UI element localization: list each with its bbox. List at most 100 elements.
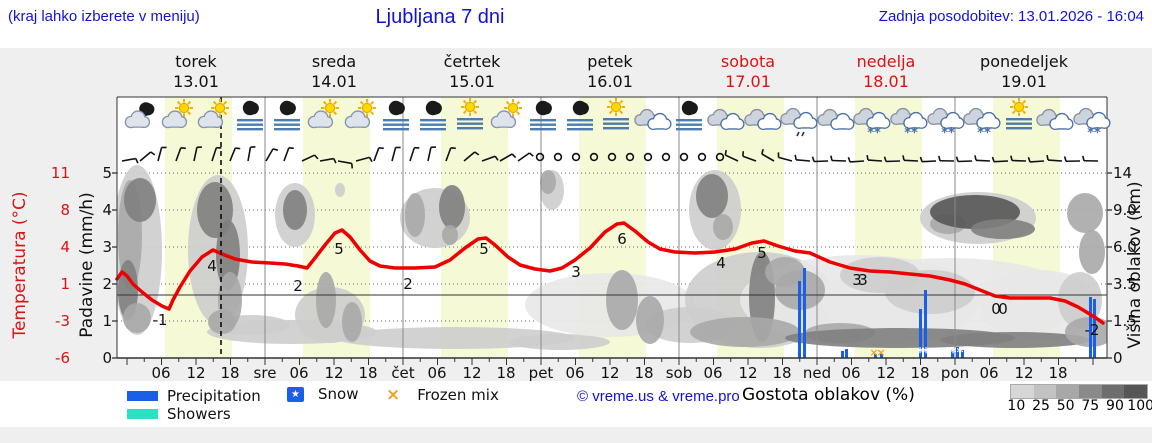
time-label: 18: [220, 364, 239, 381]
legend-precipitation: Precipitation: [127, 387, 261, 405]
wind-barb: [229, 147, 241, 162]
snow-icon: ★: [287, 386, 304, 402]
menu-hint: (kraj lahko izberete v meniju): [8, 8, 200, 25]
wind-barb: [919, 156, 937, 163]
weather-icon-moon-cloud: [124, 100, 157, 129]
time-label: 06: [703, 364, 722, 381]
wind-barb: [938, 155, 955, 162]
temperature-value-label: 5: [479, 240, 489, 258]
weather-icon-sun-fog: [457, 98, 483, 130]
wind-barb: [847, 156, 865, 163]
wind-barb: [265, 148, 279, 162]
wind-barb: [974, 155, 991, 162]
svg-text:**: **: [977, 126, 991, 141]
time-label: pet: [529, 364, 554, 381]
wind-barb: [1046, 154, 1063, 162]
weather-icon-cloud-drizzle: [780, 107, 818, 137]
precipitation-bar: [1093, 299, 1096, 358]
snow-mark: *: [923, 346, 930, 361]
precip-axis-label: 4: [102, 201, 112, 219]
wind-calm-circle: [553, 152, 563, 162]
wind-calm-circle: [697, 152, 707, 162]
precip-axis-label: 2: [102, 275, 112, 293]
time-label: 18: [1048, 364, 1067, 381]
wind-barb: [499, 153, 517, 162]
frozen-mix-icon: ×: [386, 385, 401, 405]
wind-calm-circle: [661, 152, 671, 162]
time-label: 18: [772, 364, 791, 381]
weather-icon-moon-fog: [530, 98, 556, 131]
weather-icon-moon-fog: [676, 98, 702, 131]
weather-icon-cloud: [634, 108, 672, 131]
temperature-value-label: 5: [334, 240, 344, 258]
precipitation-bar: [961, 350, 964, 358]
temp-axis-label: -6: [55, 349, 70, 367]
temperature-axis-title: Temperatura (°C): [10, 191, 30, 339]
density-step-25: [1033, 385, 1057, 398]
wind-barb: [337, 160, 354, 169]
wind-calm-circle: [535, 152, 545, 162]
cloud-height-axis-title: Višina oblakov (km): [1125, 181, 1145, 348]
weather-icon-sun-fog: [603, 98, 629, 130]
weather-icon-sun-cloud: [307, 99, 339, 129]
temperature-value-label: 3: [858, 271, 868, 289]
cloud-cover-layer: [117, 165, 1107, 350]
day-header-band: [0, 48, 1152, 95]
copyright-link[interactable]: © vreme.us & vreme.pro: [577, 388, 740, 405]
time-label: 06: [427, 364, 446, 381]
time-label: 18: [910, 364, 929, 381]
cloud-axis-label: 6.0: [1113, 238, 1137, 256]
time-label: 18: [358, 364, 377, 381]
precipitation-bar: [1089, 297, 1092, 358]
wind-barb: [445, 147, 456, 162]
wind-barb: [866, 154, 883, 162]
wind-barb: [1010, 155, 1027, 162]
wind-barb: [830, 155, 847, 162]
precipitation-bar: [956, 347, 959, 358]
temperature-line: [115, 221, 1105, 325]
temperature-value-label: 4: [716, 254, 726, 272]
weather-icon-cloud: [744, 108, 782, 131]
time-label: 12: [600, 364, 619, 381]
day-header-ponedeljek: ponedeljek 19.01: [980, 52, 1068, 91]
wind-barb: [427, 146, 436, 162]
weather-icon-cloud-snow: **: [927, 107, 965, 141]
time-label: 06: [289, 364, 308, 381]
time-label: 12: [1014, 364, 1033, 381]
wind-barb: [463, 151, 480, 162]
wind-barb: [247, 145, 256, 162]
showers-swatch: [127, 409, 158, 419]
wind-barb: [391, 146, 401, 162]
cloud-axis-label: 9.0: [1113, 201, 1137, 219]
density-step-100: [1124, 385, 1148, 398]
precipitation-bar: [798, 281, 801, 358]
wind-barb: [139, 151, 156, 162]
day-header-sreda: sreda 14.01: [311, 52, 357, 91]
wind-barb: [121, 157, 139, 164]
weather-icon-sun-cloud: [344, 99, 376, 129]
wind-barb: [157, 146, 167, 162]
meteogram-chart: * * * *××-14252536453300-211841-3-654321014…: [10, 96, 1145, 381]
precipitation-bar: [919, 309, 922, 358]
bottom-band: [0, 427, 1152, 443]
legend-snow: ★ Snow: [287, 385, 358, 403]
temp-axis-label: 8: [60, 201, 70, 219]
time-label: 12: [324, 364, 343, 381]
weather-icon-cloud-snow: **: [890, 107, 928, 141]
day-header-četrtek: četrtek 15.01: [443, 52, 501, 91]
weather-icon-cloud-snow: **: [853, 107, 891, 141]
cloud-axis-label: 0: [1113, 349, 1123, 367]
wind-barb: [902, 155, 919, 162]
cloud-axis-label: 3.5: [1113, 275, 1137, 293]
wind-barb: [955, 156, 973, 163]
weather-icon-cloud: [707, 108, 745, 131]
temp-axis-label: 4: [60, 238, 70, 256]
temperature-value-label: 3: [852, 271, 862, 289]
time-label: 06: [565, 364, 584, 381]
weather-icon-sun-cloud: [490, 99, 522, 129]
precip-axis-label: 5: [102, 164, 112, 182]
wind-barb: [883, 156, 901, 163]
density-step-50: [1056, 385, 1080, 398]
cloud-axis-label: 14: [1113, 164, 1132, 182]
